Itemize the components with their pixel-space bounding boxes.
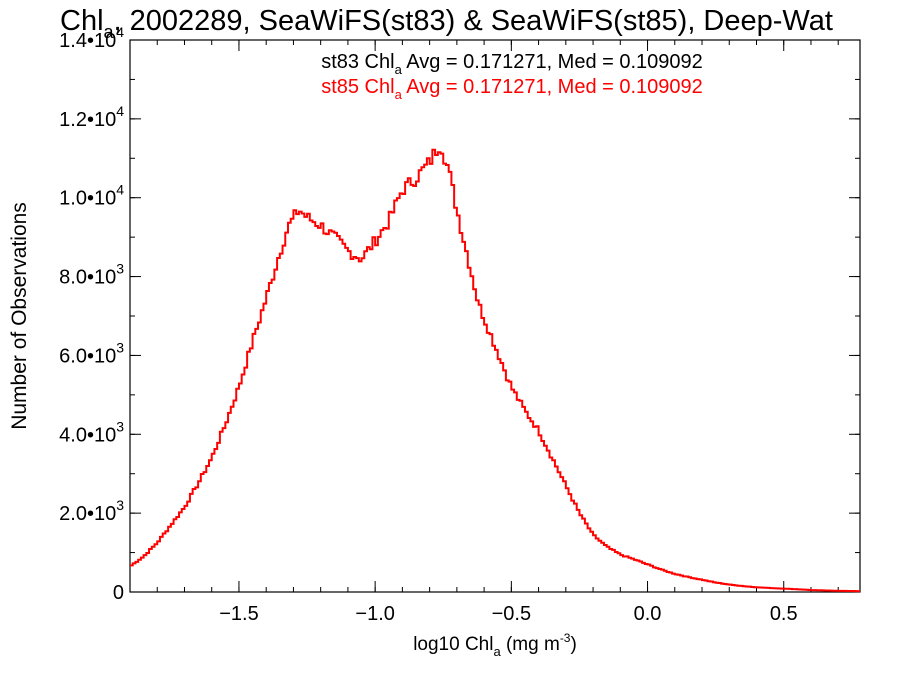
- y-axis-label: Number of Observations: [8, 202, 31, 430]
- stats-annotations: st83 Chla Avg = 0.171271, Med = 0.109092…: [321, 51, 703, 102]
- x-axis-ticks: [156, 40, 839, 592]
- y-tick-label: 8.0•103: [59, 261, 124, 289]
- y-tick-label: 1.4•104: [59, 24, 124, 52]
- chart-title: Chla, 2002289, SeaWiFS(st83) & SeaWiFS(s…: [60, 5, 833, 42]
- x-tick-label: −1.5: [219, 603, 258, 625]
- x-tick-label: 0.5: [770, 603, 798, 625]
- y-axis-tick-labels: 0 2.0•103 4.0•103 6.0•103 8.0•103 1.0•104 1.2•…: [59, 24, 124, 604]
- y-tick-label: 4.0•103: [59, 418, 124, 446]
- y-tick-label: 6.0•103: [59, 339, 124, 367]
- x-axis-label: log10 Chla (mg m-3): [413, 631, 577, 659]
- histogram-series-line: [130, 148, 860, 593]
- y-tick-label: 1.0•104: [59, 182, 124, 210]
- stats-annotation-2: st85 Chla Avg = 0.171271, Med = 0.109092: [321, 76, 703, 102]
- y-tick-label: 2.0•103: [59, 497, 124, 525]
- series-layer: [130, 148, 860, 593]
- y-axis-ticks: [130, 39, 860, 593]
- y-tick-label: 1.2•104: [59, 103, 124, 131]
- y-tick-label: 0: [113, 582, 124, 604]
- plot-frame: [129, 39, 861, 593]
- stats-annotation-1: st83 Chla Avg = 0.171271, Med = 0.109092: [321, 51, 703, 77]
- x-tick-label: −0.5: [492, 603, 531, 625]
- x-tick-label: −1.0: [355, 603, 394, 625]
- x-tick-label: 0.0: [634, 603, 662, 625]
- x-axis-tick-labels: −1.5 −1.0 −0.5 0.0 0.5: [219, 603, 797, 625]
